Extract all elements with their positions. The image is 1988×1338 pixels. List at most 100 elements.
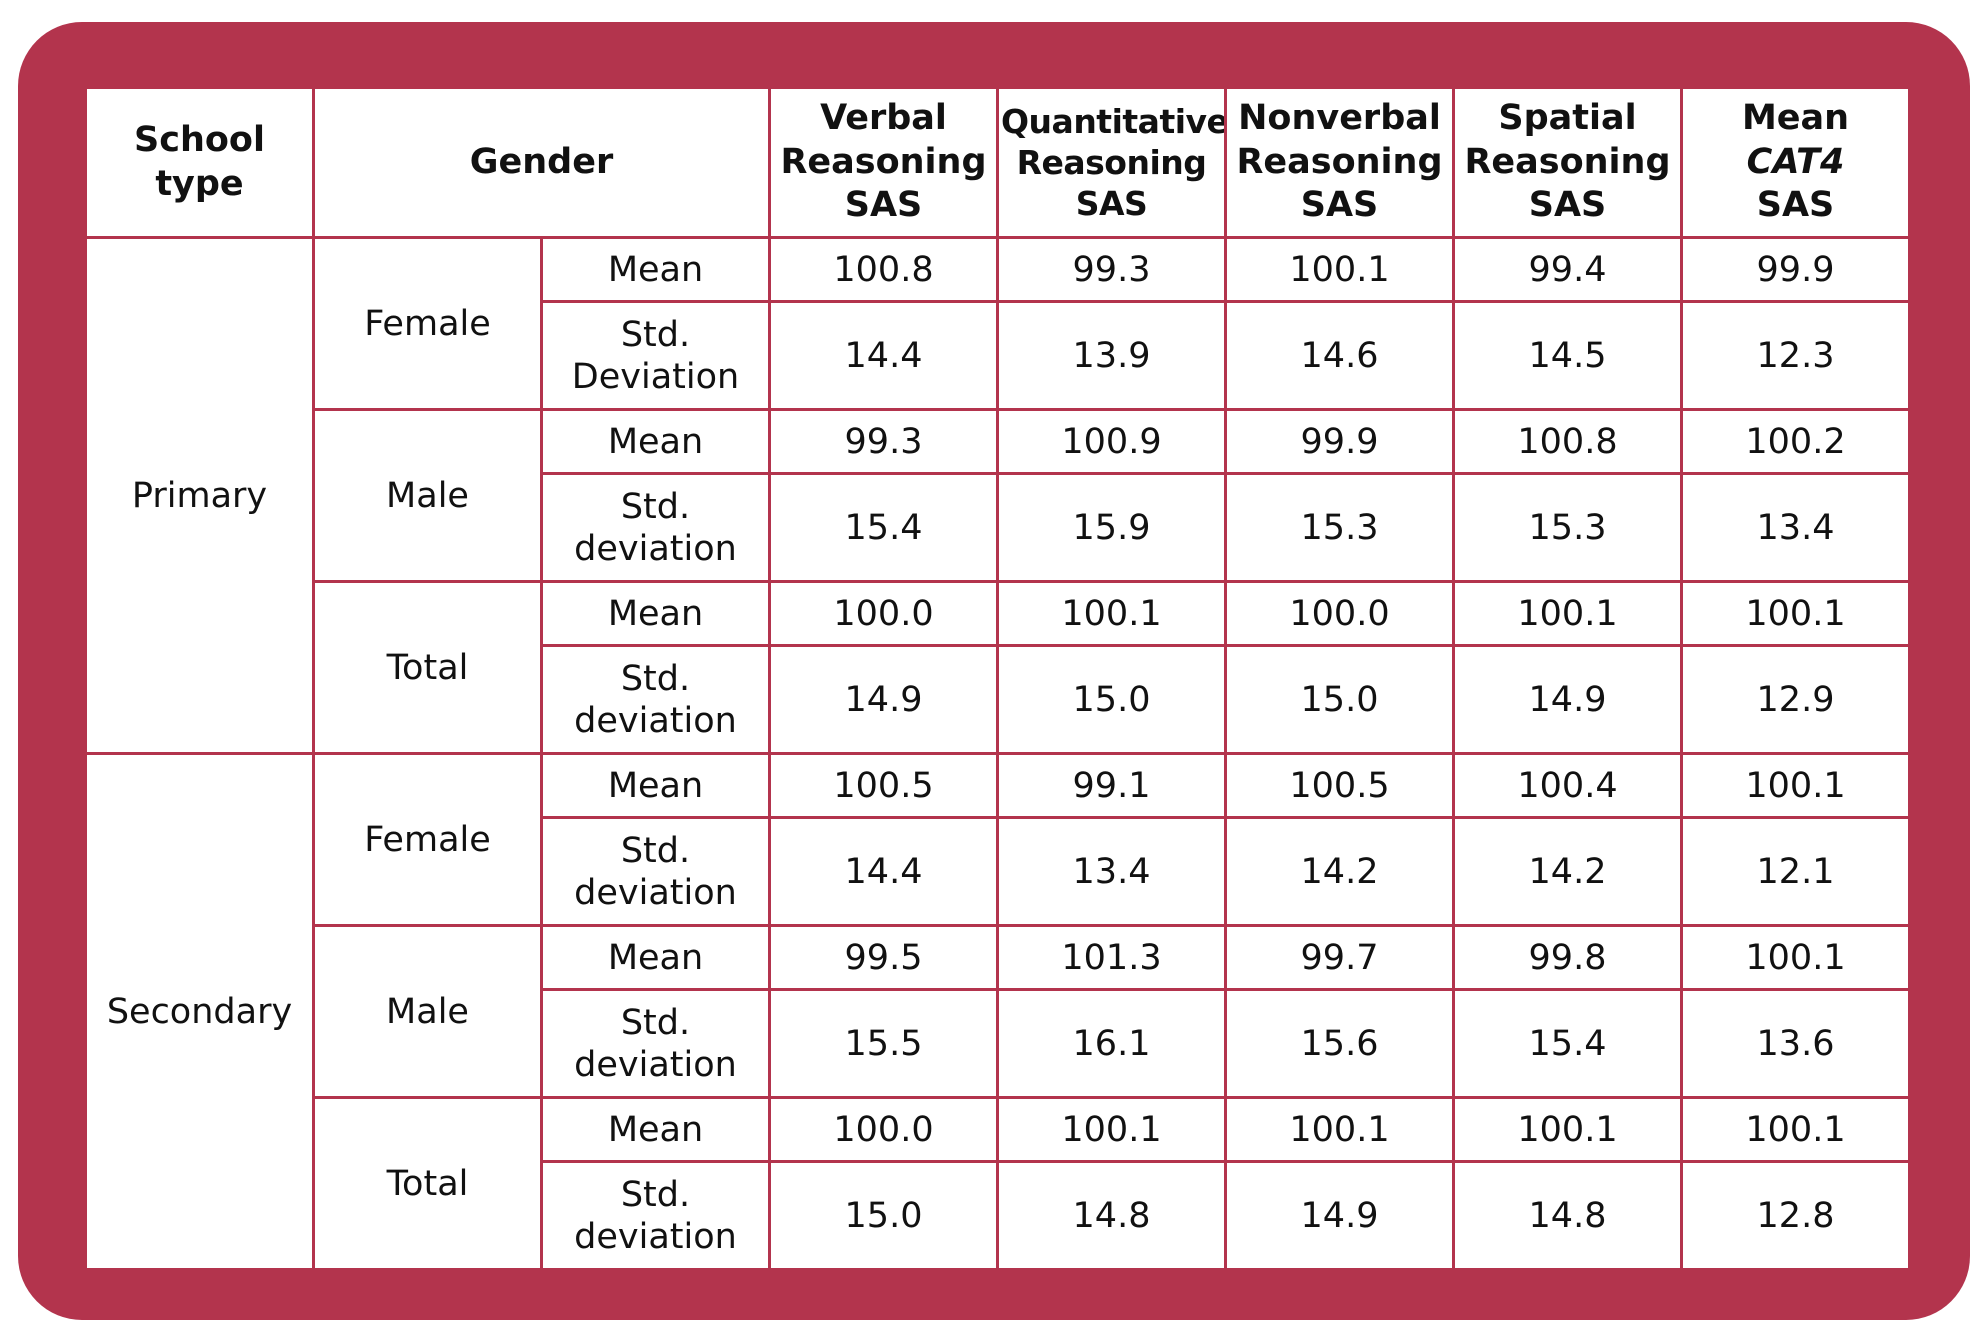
statistic-label-line: Mean xyxy=(607,765,704,806)
table-row: Male Mean 99.3 100.9 99.9 100.8 100.2 xyxy=(86,408,1911,583)
value-cell: 14.8 xyxy=(1452,1160,1683,1271)
header-row: School type Gender Verbal Reasoning SAS … xyxy=(84,86,1911,239)
header-mean-cat4: Mean CAT4 SAS xyxy=(1680,86,1911,239)
value-cell: 99.5 xyxy=(768,924,999,991)
value-cell: 13.9 xyxy=(996,300,1227,411)
value-cell: 15.6 xyxy=(1224,988,1455,1099)
header-line: Reasoning xyxy=(1016,142,1207,182)
statistic-label-cell: Std. deviation xyxy=(540,816,771,927)
value-cell: 100.8 xyxy=(1452,408,1683,475)
statistic-label-line: Deviation xyxy=(571,356,740,397)
value-cell: 14.6 xyxy=(1224,300,1455,411)
table-row: Male Mean 99.5 101.3 99.7 99.8 100.1 xyxy=(86,924,1911,1099)
value-cell: 99.8 xyxy=(1452,924,1683,991)
value-cell: 12.1 xyxy=(1680,816,1911,927)
header-quantitative-reasoning: Quantitative Reasoning SAS xyxy=(996,86,1227,239)
value-cell: 14.4 xyxy=(768,816,999,927)
table-row: Std. deviation 15.5 16.1 15.6 15.4 13.6 xyxy=(86,988,1911,1099)
value-cell: 99.9 xyxy=(1680,236,1911,303)
header-line: Reasoning xyxy=(1464,141,1671,182)
value-cell: 13.4 xyxy=(996,816,1227,927)
value-cell: 14.4 xyxy=(768,300,999,411)
gender-cell: Total xyxy=(312,580,543,755)
statistic-label-cell: Mean xyxy=(540,1096,771,1163)
statistic-label-cell: Mean xyxy=(540,236,771,303)
value-cell: 14.9 xyxy=(1452,644,1683,755)
statistic-label-line: Std. xyxy=(620,1002,691,1043)
value-cell: 100.1 xyxy=(1680,752,1911,819)
statistic-label-cell: Mean xyxy=(540,580,771,647)
value-cell: 12.3 xyxy=(1680,300,1911,411)
value-cell: 14.2 xyxy=(1224,816,1455,927)
value-cell: 15.9 xyxy=(996,472,1227,583)
statistic-label-cell: Std. deviation xyxy=(540,644,771,755)
value-cell: 15.0 xyxy=(768,1160,999,1271)
value-cell: 14.8 xyxy=(996,1160,1227,1271)
value-cell: 100.8 xyxy=(768,236,999,303)
table-row: Primary Female Mean 100.8 99.3 100.1 99.4 99.9 xyxy=(84,236,1911,755)
value-cell: 100.1 xyxy=(1680,580,1911,647)
header-line: Spatial xyxy=(1498,97,1637,138)
value-cell: 99.7 xyxy=(1224,924,1455,991)
statistic-label-cell: Std. deviation xyxy=(540,988,771,1099)
header-school-type-line-1: School xyxy=(134,119,265,160)
header-line: Nonverbal xyxy=(1238,97,1441,138)
header-line: SAS xyxy=(844,185,923,226)
table-row: Std. deviation 15.4 15.9 15.3 15.3 13.4 xyxy=(86,472,1911,583)
statistic-label-line: Std. xyxy=(620,830,691,871)
school-type-cell: Primary xyxy=(84,236,315,755)
value-cell: 14.9 xyxy=(1224,1160,1455,1271)
value-cell: 100.0 xyxy=(768,580,999,647)
value-cell: 15.0 xyxy=(996,644,1227,755)
statistic-label-cell: Std. deviation xyxy=(540,1160,771,1271)
value-cell: 99.4 xyxy=(1452,236,1683,303)
statistic-label-line: Std. xyxy=(620,314,691,355)
value-cell: 101.3 xyxy=(996,924,1227,991)
statistic-label-cell: Mean xyxy=(540,752,771,819)
value-cell: 100.1 xyxy=(1680,924,1911,991)
value-cell: 100.1 xyxy=(1224,236,1455,303)
statistic-label-line: Std. xyxy=(620,1174,691,1215)
statistic-label-line: deviation xyxy=(574,700,737,741)
value-cell: 99.3 xyxy=(768,408,999,475)
value-cell: 14.2 xyxy=(1452,816,1683,927)
header-line: Reasoning xyxy=(1236,141,1443,182)
value-cell: 12.8 xyxy=(1680,1160,1911,1271)
statistic-label-line: Mean xyxy=(607,1109,704,1150)
header-line: Quantitative xyxy=(1001,101,1226,141)
value-cell: 15.4 xyxy=(768,472,999,583)
gender-cell: Female xyxy=(312,236,543,411)
gender-cell: Total xyxy=(312,1096,543,1271)
value-cell: 100.4 xyxy=(1452,752,1683,819)
value-cell: 13.6 xyxy=(1680,988,1911,1099)
value-cell: 15.4 xyxy=(1452,988,1683,1099)
table-row: Secondary Female Mean 100.5 99.1 100.5 100.4 10… xyxy=(84,752,1911,1271)
value-cell: 12.9 xyxy=(1680,644,1911,755)
statistic-label-line: deviation xyxy=(574,528,737,569)
value-cell: 13.4 xyxy=(1680,472,1911,583)
header-nonverbal-reasoning: Nonverbal Reasoning SAS xyxy=(1224,86,1455,239)
header-spatial-reasoning: Spatial Reasoning SAS xyxy=(1452,86,1683,239)
header-line: SAS xyxy=(1528,185,1607,226)
header-line: SAS xyxy=(1300,185,1379,226)
header-gender: Gender xyxy=(312,86,771,239)
statistic-label-line: Std. xyxy=(620,486,691,527)
statistic-label-line: Mean xyxy=(607,593,704,634)
statistic-label-cell: Std. Deviation xyxy=(540,300,771,411)
value-cell: 100.1 xyxy=(1224,1096,1455,1163)
value-cell: 99.9 xyxy=(1224,408,1455,475)
statistic-label-cell: Mean xyxy=(540,924,771,991)
statistic-label-line: deviation xyxy=(574,1216,737,1257)
value-cell: 100.5 xyxy=(1224,752,1455,819)
value-cell: 15.5 xyxy=(768,988,999,1099)
gender-cell: Male xyxy=(312,408,543,583)
gender-cell: Female xyxy=(312,752,543,927)
value-cell: 100.0 xyxy=(1224,580,1455,647)
statistic-label-line: Mean xyxy=(607,937,704,978)
statistic-label-line: Mean xyxy=(607,249,704,290)
value-cell: 100.1 xyxy=(1680,1096,1911,1163)
statistic-label-cell: Std. deviation xyxy=(540,472,771,583)
cat4-sas-table: School type Gender Verbal Reasoning SAS … xyxy=(84,86,1911,1271)
table-row: Std. deviation 14.9 15.0 15.0 14.9 12.9 xyxy=(86,644,1911,755)
value-cell: 100.2 xyxy=(1680,408,1911,475)
